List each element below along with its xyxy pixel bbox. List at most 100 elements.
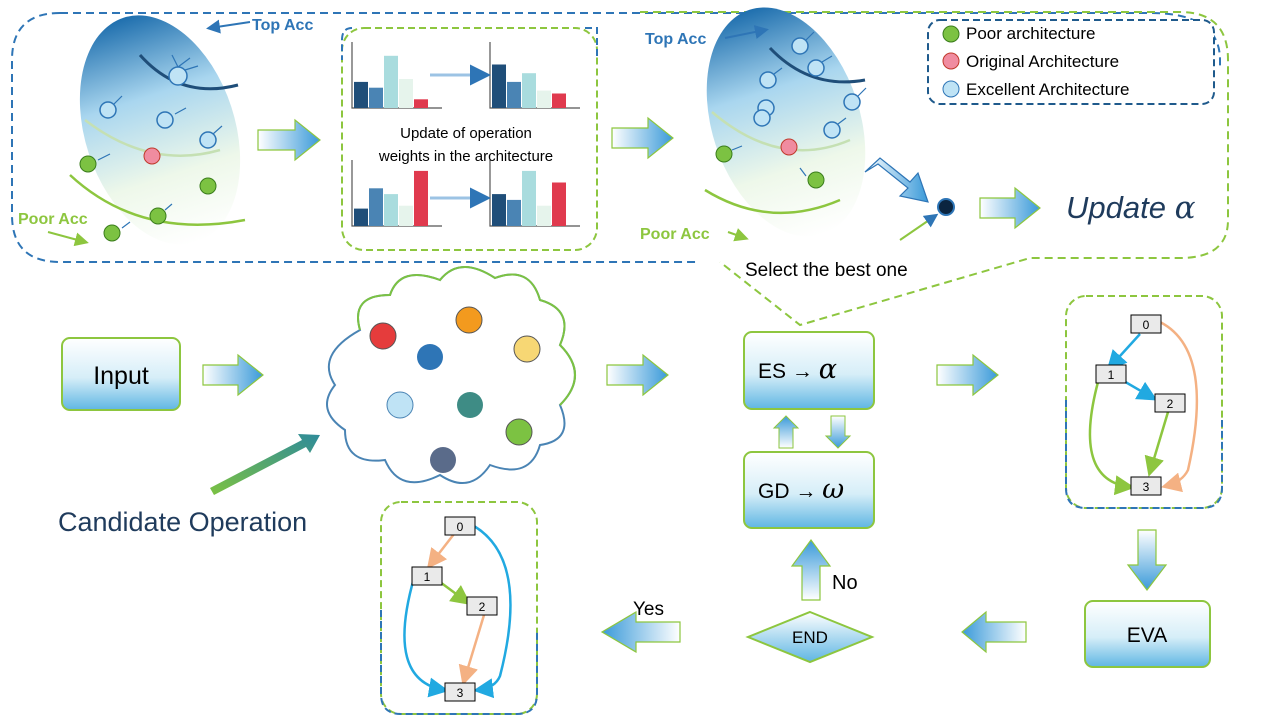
bar	[537, 205, 551, 226]
arrow-es-to-graph	[936, 353, 999, 397]
left-node-3-label: 3	[457, 686, 464, 700]
gd-box	[743, 451, 875, 529]
bar	[399, 79, 413, 108]
update-weights-text-1: Update of operation	[400, 125, 532, 142]
eva-label: EVA	[1127, 624, 1167, 647]
bar	[399, 205, 413, 226]
top-panel-green-border	[640, 11, 1229, 327]
gd-label: GD → ω	[758, 474, 844, 505]
left-node-0-label: 0	[457, 520, 464, 534]
arrow-gd-to-es	[772, 415, 800, 449]
bar	[507, 199, 521, 226]
candidate-operation-label: Candidate Operation	[58, 507, 307, 537]
bar	[507, 81, 521, 108]
right-node-2-label: 2	[1167, 397, 1174, 411]
no-label: No	[832, 572, 858, 594]
bar	[492, 64, 506, 108]
input-label: Input	[93, 362, 149, 390]
best-architecture-dot	[937, 198, 955, 216]
left-population-ellipse	[69, 15, 246, 245]
left-graph-node-3: 3	[444, 682, 476, 702]
top-acc-pointer-left	[206, 19, 251, 34]
left-graph-node-1: 1	[411, 566, 443, 586]
arrow-to-best	[864, 157, 929, 203]
arrow-no-up	[790, 538, 832, 601]
bar-charts	[351, 42, 580, 227]
op-dot-slate	[430, 447, 456, 473]
left-graph-node-2: 2	[466, 596, 498, 616]
left-graph-node-0: 0	[444, 516, 476, 536]
legend-item-excellent: Excellent Architecture	[942, 80, 1129, 99]
arrow-yes-left	[600, 610, 681, 654]
bar	[414, 99, 428, 108]
select-best-label: Select the best one	[745, 260, 908, 281]
candidate-operation-arrow	[210, 434, 320, 495]
poor-acc-pointer-left	[47, 231, 89, 247]
right-graph-edges	[1088, 320, 1199, 496]
op-dot-green	[505, 418, 533, 446]
right-graph-node-3: 3	[1130, 476, 1162, 496]
candidate-operations-cloud	[326, 266, 576, 484]
legend-label-excellent: Excellent Architecture	[966, 80, 1129, 99]
right-graph-node-0: 0	[1130, 314, 1162, 334]
arrow-from-bars	[611, 116, 674, 160]
right-node-0-label: 0	[1143, 318, 1150, 332]
bar	[552, 93, 566, 108]
poor-acc-label-right: Poor Acc	[640, 226, 710, 243]
arrow-input-to-ops	[202, 353, 264, 397]
bar	[354, 81, 368, 108]
bar	[369, 188, 383, 226]
bar-chart-top-right	[489, 42, 580, 109]
right-graph-node-1: 1	[1095, 364, 1127, 384]
bar-chart-bottom-right	[489, 160, 580, 227]
right-node-3-label: 3	[1143, 480, 1150, 494]
bar	[369, 87, 383, 108]
op-dot-yellow	[513, 335, 541, 363]
bar	[384, 55, 398, 108]
op-dot-lightblue	[386, 391, 414, 419]
legend-label-poor: Poor architecture	[966, 24, 1095, 43]
op-dot-blue	[417, 344, 443, 370]
input-box	[61, 337, 181, 411]
legend-item-poor: Poor architecture	[942, 24, 1095, 43]
bar-chart-top-left	[351, 42, 442, 109]
es-box	[743, 331, 875, 410]
left-graph-edges	[403, 524, 512, 699]
bar	[354, 208, 368, 226]
op-dot-red	[369, 322, 397, 350]
end-diamond	[745, 610, 875, 664]
bar	[537, 90, 551, 108]
legend-swatch-original	[942, 52, 960, 70]
arrow-eva-to-end	[961, 610, 1027, 654]
arrow-to-bars	[257, 118, 321, 162]
right-graph-node-2: 2	[1154, 393, 1186, 413]
poor-acc-label-left: Poor Acc	[18, 211, 88, 228]
end-label: END	[792, 628, 828, 647]
bar	[414, 170, 428, 226]
bar	[522, 73, 536, 108]
top-acc-label-right: Top Acc	[645, 31, 706, 48]
eva-box	[1084, 600, 1211, 668]
left-node-1-label: 1	[424, 570, 431, 584]
right-node-1-label: 1	[1108, 368, 1115, 382]
top-acc-label-left: Top Acc	[252, 17, 313, 34]
legend-box	[927, 19, 1215, 105]
bar	[552, 182, 566, 226]
legend-item-original: Original Architecture	[942, 52, 1119, 71]
arrow-es-to-gd	[824, 415, 852, 449]
yes-label: Yes	[633, 599, 664, 620]
arrow-graph-to-eva	[1126, 529, 1168, 591]
op-dot-orange	[455, 306, 483, 334]
left-node-2-label: 2	[479, 600, 486, 614]
update-weights-text-2: weights in the architecture	[378, 148, 553, 165]
left-graph-box	[380, 501, 538, 715]
arrow-to-update-alpha	[979, 186, 1041, 230]
right-population-ellipse	[704, 7, 867, 237]
bar	[384, 194, 398, 226]
bar	[492, 194, 506, 226]
bar-chart-bottom-left	[351, 160, 442, 227]
legend-swatch-poor	[942, 25, 960, 43]
top-acc-pointer-right	[724, 25, 769, 39]
legend-swatch-excellent	[942, 80, 960, 98]
